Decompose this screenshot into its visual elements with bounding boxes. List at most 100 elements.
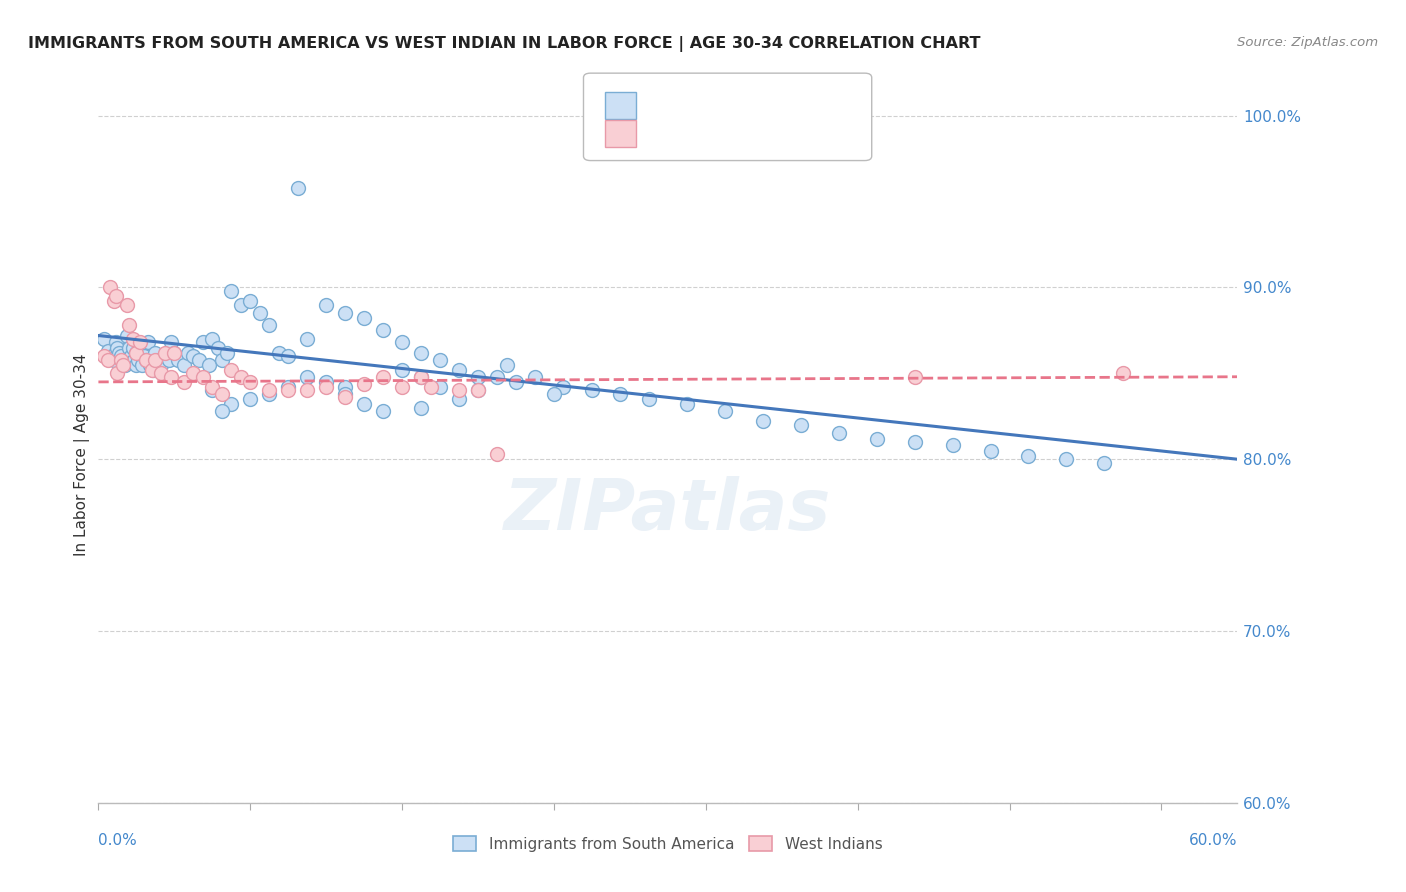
Point [486,369,509,384]
Point [115,297,138,311]
Point [97,352,120,367]
Point [120,349,142,363]
Point [121,332,143,346]
Point [505,375,527,389]
Point [277,349,299,363]
Point [249,306,271,320]
Point [297,332,319,346]
Point [153,345,176,359]
Point [138,358,160,372]
Point [135,352,157,367]
Text: IMMIGRANTS FROM SOUTH AMERICA VS WEST INDIAN IN LABOR FORCE | AGE 30-34 CORRELAT: IMMIGRANTS FROM SOUTH AMERICA VS WEST IN… [28,36,980,52]
Point [159,335,181,350]
Point [467,369,489,384]
Point [259,384,281,398]
Point [150,367,173,381]
Point [581,384,603,398]
Point [1112,367,1135,381]
Point [148,352,170,367]
Point [157,352,180,367]
Point [353,397,375,411]
Point [609,387,631,401]
Point [121,341,143,355]
Point [197,358,219,372]
Point [131,358,153,372]
Point [100,349,122,363]
Point [391,380,413,394]
Point [371,404,394,418]
Point [93,349,115,363]
Point [315,375,337,389]
Point [676,397,699,411]
Point [297,384,319,398]
Point [118,341,141,355]
Point [239,294,262,309]
Point [221,363,243,377]
Point [638,392,661,406]
Point [979,443,1001,458]
Point [142,363,165,377]
Point [207,341,229,355]
Point [449,363,471,377]
Point [141,352,163,367]
Legend: Immigrants from South America, West Indians: Immigrants from South America, West Indi… [447,830,889,858]
Point [136,335,159,350]
Point [391,363,413,377]
Point [904,435,927,450]
Point [110,349,132,363]
Point [173,375,195,389]
Point [411,401,433,415]
Point [1056,452,1078,467]
Point [118,318,141,333]
Point [183,367,205,381]
Point [173,358,195,372]
Point [211,404,233,418]
Point [524,369,547,384]
Point [828,426,851,441]
Point [221,397,243,411]
Y-axis label: In Labor Force | Age 30-34: In Labor Force | Age 30-34 [75,353,90,557]
Point [411,345,433,359]
Point [188,352,211,367]
Point [315,380,337,394]
Text: Source: ZipAtlas.com: Source: ZipAtlas.com [1237,36,1378,49]
Point [1094,456,1116,470]
Point [115,328,138,343]
Point [167,352,190,367]
Text: 60.0%: 60.0% [1189,833,1237,848]
Point [135,352,157,367]
Point [315,297,337,311]
Point [229,369,252,384]
Point [1018,449,1040,463]
Point [371,323,394,337]
Point [353,311,375,326]
Point [129,335,152,350]
Point [112,358,135,372]
Point [411,369,433,384]
Point [259,318,281,333]
Point [125,345,148,359]
Point [93,332,115,346]
Point [429,352,451,367]
Point [125,345,148,359]
Point [267,345,290,359]
Point [449,384,471,398]
Point [201,384,224,398]
Point [335,387,357,401]
Point [201,332,224,346]
Point [449,392,471,406]
Point [127,352,149,367]
Point [98,280,121,294]
Point [371,369,394,384]
Point [183,349,205,363]
Point [866,432,889,446]
Point [259,387,281,401]
Point [124,352,146,367]
Point [411,369,433,384]
Point [239,375,262,389]
Text: 0.0%: 0.0% [98,833,138,848]
Point [97,343,120,358]
Point [112,354,135,368]
Point [163,345,186,359]
Point [132,349,155,363]
